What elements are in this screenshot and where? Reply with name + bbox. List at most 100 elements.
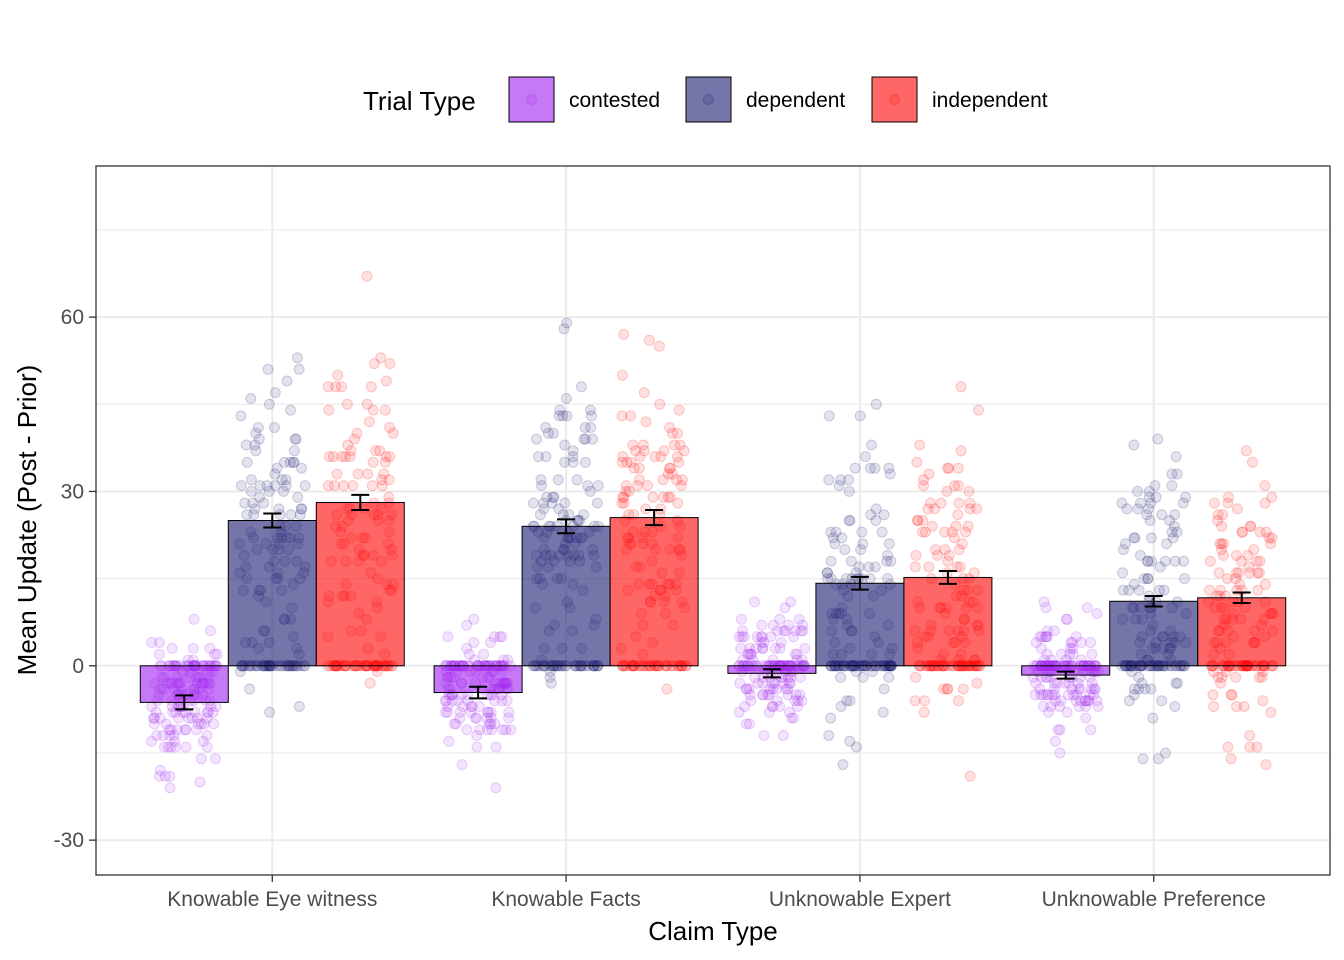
jitter-point [1168,520,1180,532]
jitter-point [278,485,290,497]
jitter-point [249,439,261,451]
jitter-point [1171,468,1183,480]
jitter-point [547,427,559,439]
jitter-point [153,648,165,660]
jitter-point [531,433,542,445]
jitter-point [1040,602,1052,614]
jitter-point [918,706,930,718]
jitter-point [471,741,483,753]
jitter-point [187,642,199,654]
jitter-point [500,724,512,736]
jitter-point [1128,532,1140,544]
jitter-point [180,741,192,753]
jitter-point [592,480,604,492]
jitter-point [1208,666,1219,678]
jitter-point [1067,642,1079,654]
jitter-point [538,497,550,509]
jitter-point [794,671,806,683]
jitter-point [553,503,565,515]
jitter-point [789,648,801,660]
jitter-point [194,776,206,788]
jitter-point [1040,631,1052,643]
jitter-point [1133,671,1145,683]
jitter-point [775,637,787,648]
jitter-point [740,683,752,695]
jitter-point [829,538,841,550]
jitter-point [1252,567,1264,579]
jitter-point [1207,689,1219,701]
jitter-point [1074,683,1086,695]
jitter-point [341,398,353,410]
jitter-point [1123,584,1135,596]
jitter-point [538,503,550,515]
jitter-point [1214,538,1226,550]
jitter-point [647,491,659,503]
jitter-point [482,706,494,718]
jitter-point [850,666,862,678]
jitter-point [785,596,797,608]
jitter-point [165,724,177,736]
error-bar [850,575,869,591]
jitter-point [1154,561,1166,573]
jitter-point [864,573,876,585]
jitter-point [743,683,755,695]
jitter-point [1086,648,1098,660]
jitter-point [1204,555,1216,567]
jitter-point [1134,549,1146,561]
jitter-point [1082,695,1094,707]
x-tick-label: Unknowable Expert [769,888,951,911]
panel-border [95,165,1331,876]
jitter-point [169,741,181,753]
jitter-point [878,509,890,521]
jitter-point [367,456,379,468]
jitter-point [758,637,770,648]
jitter-point [942,683,954,695]
jitter-point [332,369,344,381]
jitter-point [638,445,650,457]
jitter-point [207,706,219,718]
jitter-point [571,474,583,486]
jitter-point [248,509,260,521]
bar-independent [1197,597,1287,667]
jitter-point [823,474,835,486]
jitter-point [201,741,213,753]
jitter-point [835,474,847,486]
jitter-point [490,782,502,794]
jitter-point [1126,666,1138,678]
jitter-point [168,730,180,741]
jitter-point [1030,677,1042,689]
jitter-point [745,695,757,707]
jitter-point [788,631,799,643]
jitter-point [672,497,684,509]
jitter-point [827,532,839,544]
jitter-point [918,474,929,486]
jitter-point [883,538,895,550]
jitter-point [1064,648,1076,660]
jitter-point [1203,584,1215,596]
jitter-point [1040,631,1052,643]
jitter-point [442,631,454,643]
jitter-point [796,695,808,707]
jitter-point [541,491,553,503]
jitter-point [1208,497,1220,509]
jitter-point [1222,497,1234,509]
jitter-point [1045,701,1057,712]
jitter-point [1169,555,1181,567]
jitter-point [575,381,587,393]
jitter-point [830,526,842,538]
jitter-point [1075,637,1087,648]
jitter-point [489,695,501,707]
jitter-point [799,642,811,654]
jitter-point [1257,666,1269,678]
error-bars [175,493,1251,711]
jitter-point [344,451,356,463]
jitter-point [384,422,396,433]
jitter-point [943,462,955,474]
jitter-point [865,509,877,521]
jitter-point [749,596,760,608]
jitter-point [1066,683,1078,695]
jitter-point [186,712,198,724]
jitter-point [877,706,889,718]
jitter-point [497,724,509,736]
jitter-point [839,544,851,556]
